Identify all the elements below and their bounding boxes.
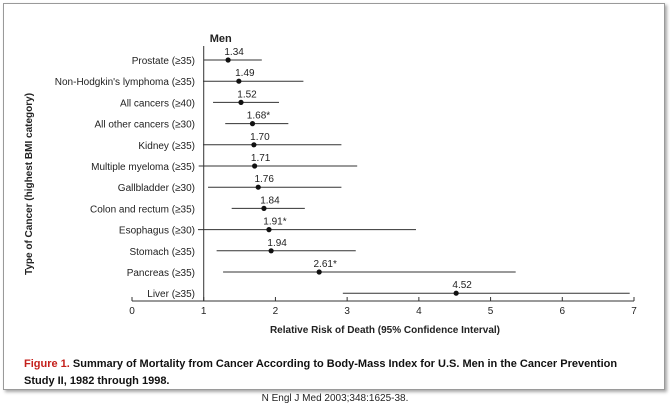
point-estimate — [261, 205, 267, 211]
x-tick-label: 0 — [129, 306, 135, 317]
rr-value-label: 4.52 — [452, 280, 472, 291]
row-label: Prostate (≥35) — [132, 56, 195, 67]
x-axis-title: Relative Risk of Death (95% Confidence I… — [270, 325, 500, 336]
x-tick-label: 5 — [488, 306, 494, 317]
point-estimate — [266, 227, 272, 233]
rr-value-label: 2.61* — [313, 259, 336, 270]
row-label: Non-Hodgkin's lymphoma (≥35) — [55, 77, 195, 88]
point-estimate — [251, 142, 257, 148]
rr-value-label: 1.94 — [267, 238, 287, 249]
point-estimate — [268, 248, 274, 254]
x-tick-label: 1 — [201, 306, 207, 317]
point-estimate — [236, 78, 242, 84]
x-tick-label: 7 — [631, 306, 637, 317]
rr-value-label: 1.76 — [254, 174, 274, 185]
row-label: Stomach (≥35) — [129, 247, 195, 258]
caption-text: Summary of Mortality from Cancer Accordi… — [24, 358, 618, 387]
point-estimate — [238, 99, 244, 105]
point-estimate — [225, 57, 231, 63]
point-estimate — [453, 290, 459, 296]
row-label: Liver (≥35) — [147, 289, 195, 300]
rr-value-label: 1.68* — [247, 111, 270, 122]
point-estimate — [249, 121, 256, 127]
figure-frame: Men Prostate (≥35) 1.34 Non-Hodgkin's lymph… — [3, 3, 665, 390]
y-axis-title: Type of Cancer (highest BMI category) — [24, 93, 35, 275]
row-label: Esophagus (≥30) — [119, 226, 195, 237]
point-estimate — [252, 163, 258, 169]
chart-title: Men — [210, 33, 232, 45]
rr-value-label: 1.91* — [263, 217, 286, 228]
rr-value-label: 1.34 — [224, 47, 244, 58]
x-tick-label: 4 — [416, 306, 422, 317]
rr-value-label: 1.52 — [237, 89, 257, 100]
x-tick-label: 3 — [344, 306, 350, 317]
rr-value-label: 1.49 — [235, 68, 255, 79]
forest-plot: Men Prostate (≥35) 1.34 Non-Hodgkin's lymph… — [24, 33, 637, 336]
figure-number: Figure 1. — [24, 358, 70, 370]
rr-value-label: 1.71 — [251, 153, 271, 164]
row-label: All cancers (≥40) — [120, 98, 195, 109]
rr-value-label: 1.84 — [260, 195, 280, 206]
row-label: Kidney (≥35) — [138, 141, 195, 152]
row-label: Colon and rectum (≥35) — [90, 204, 195, 215]
point-estimate — [255, 184, 261, 190]
row-label: Multiple myeloma (≥35) — [91, 162, 195, 173]
citation: N Engl J Med 2003;348:1625-38. — [261, 393, 409, 404]
rr-value-label: 1.70 — [250, 132, 270, 143]
row-label: All other cancers (≥30) — [94, 120, 195, 131]
figure-caption: Figure 1. Summary of Mortality from Canc… — [24, 356, 649, 390]
x-tick-label: 2 — [273, 306, 279, 317]
row-label: Gallbladder (≥30) — [118, 183, 195, 194]
row-label: Pancreas (≥35) — [127, 268, 195, 279]
x-tick-label: 6 — [560, 306, 566, 317]
point-estimate — [316, 269, 322, 275]
